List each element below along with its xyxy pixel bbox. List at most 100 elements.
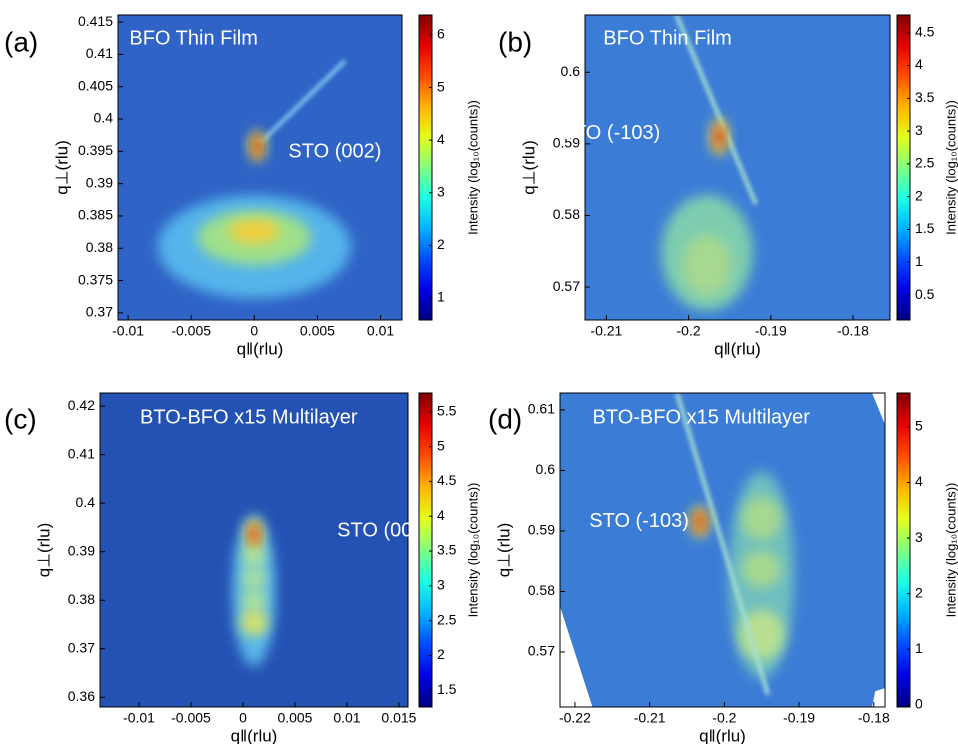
- intensity-blob: [241, 587, 267, 613]
- colorbar: [896, 392, 911, 708]
- y-tick-label: 0.36: [68, 688, 95, 704]
- colorbar-tick-label: 2.5: [915, 155, 935, 171]
- plot-frame: [117, 14, 403, 321]
- plot-frame: [559, 392, 886, 708]
- x-tick-label: -0.18: [837, 323, 869, 339]
- y-tick-label: 0.41: [68, 445, 95, 461]
- y-tick-label: 0.59: [528, 522, 555, 538]
- colorbar-tick-label: 2: [915, 187, 923, 203]
- colorbar-label: Intensity (log₁₀(counts)): [943, 483, 958, 618]
- y-axis-label: q⊥(rlu): [494, 523, 513, 577]
- x-tick-label: -0.21: [634, 710, 666, 726]
- intensity-blob: [241, 565, 267, 591]
- y-tick-label: 0.4: [94, 110, 114, 126]
- y-tick-label: 0.415: [78, 13, 113, 29]
- intensity-streak: [674, 15, 758, 205]
- colorbar-tick-label: 1: [437, 289, 445, 305]
- x-axis-label: q‖(rlu): [237, 339, 284, 358]
- heatmap: [100, 393, 408, 707]
- x-tick-label: 0: [239, 710, 247, 726]
- y-tick-label: 0.61: [528, 401, 555, 417]
- x-tick-label: -0.005: [171, 323, 211, 339]
- heatmap: [560, 393, 885, 707]
- colorbar-tick-label: 1.5: [437, 681, 457, 697]
- colorbar-tick-label: 3: [437, 577, 445, 593]
- colorbar-tick-label: 2: [915, 584, 923, 600]
- y-tick-label: 0.37: [68, 639, 95, 655]
- colorbar-tick-label: 5.5: [437, 403, 457, 419]
- unmeasured-region: [872, 393, 885, 425]
- colorbar: [418, 392, 433, 708]
- y-tick-label: 0.4: [76, 494, 96, 510]
- x-tick-label: -0.21: [590, 323, 622, 339]
- colorbar-tick-label: 3.5: [437, 542, 457, 558]
- intensity-blob: [249, 526, 259, 543]
- x-tick-label: -0.2: [677, 323, 701, 339]
- colorbar-label: Intensity (log₁₀(counts)): [465, 100, 480, 235]
- x-tick-label: -0.19: [783, 710, 815, 726]
- colorbar-tick-label: 3: [915, 122, 923, 138]
- colorbar-tick-label: 4: [437, 131, 445, 147]
- unmeasured-region: [872, 688, 885, 707]
- x-tick-label: 0.01: [333, 710, 360, 726]
- colorbar-tick-label: 1: [915, 253, 923, 269]
- intensity-blob: [682, 234, 732, 296]
- colorbar-tick-label: 3: [437, 183, 445, 199]
- x-tick-label: -0.22: [559, 710, 591, 726]
- panel-label: (d): [488, 403, 522, 434]
- colorbar-label: Intensity (log₁₀(counts)): [943, 100, 958, 235]
- x-tick-label: -0.18: [858, 710, 890, 726]
- panel-title: BTO-BFO x15 Multilayer: [140, 406, 358, 428]
- y-axis-label: q⊥(rlu): [34, 523, 53, 577]
- x-tick-label: -0.19: [755, 323, 787, 339]
- panel-title: BFO Thin Film: [129, 28, 258, 50]
- colorbar-tick-label: 5: [437, 437, 445, 453]
- y-tick-label: 0.6: [561, 63, 581, 79]
- y-tick-label: 0.385: [78, 207, 113, 223]
- colorbar-tick-label: 1.5: [915, 220, 935, 236]
- panel-title: BTO-BFO x15 Multilayer: [593, 406, 811, 428]
- x-tick-label: 0: [250, 323, 258, 339]
- colorbar: [896, 14, 911, 321]
- colorbar-tick-label: 0: [915, 695, 923, 711]
- y-axis-label: q⊥(rlu): [52, 140, 71, 194]
- intensity-blob: [738, 609, 785, 660]
- colorbar-tick-label: 2.5: [437, 611, 457, 627]
- y-tick-label: 0.38: [86, 239, 113, 255]
- y-tick-label: 0.57: [528, 643, 555, 659]
- panel-title: BFO Thin Film: [603, 28, 732, 50]
- panel: -0.01 -0.005 0 0.005 0.01 0.37 0.375 0.38 0.385 0…: [4, 13, 480, 359]
- peak-annotation: STO (-103): [589, 510, 689, 532]
- peak-annotation: STO (002): [288, 141, 381, 163]
- x-axis-label: q‖(rlu): [699, 726, 746, 744]
- intensity-streak: [258, 59, 347, 145]
- y-tick-label: 0.395: [78, 142, 113, 158]
- panel: -0.21 -0.2 -0.19 -0.18 0.57 0.58 0.59 0.6 q‖(rlu…: [498, 14, 958, 358]
- colorbar-tick-label: 2: [437, 236, 445, 252]
- peak-annotation: STO (002): [337, 519, 430, 541]
- intensity-blob: [241, 543, 267, 569]
- intensity-blob: [694, 513, 705, 530]
- panel-label: (c): [4, 403, 37, 434]
- plot-frame: [99, 392, 409, 708]
- x-tick-label: 0.015: [381, 710, 416, 726]
- x-tick-label: -0.01: [123, 710, 155, 726]
- y-tick-label: 0.38: [68, 591, 95, 607]
- x-tick-label: -0.01: [112, 323, 144, 339]
- y-tick-label: 0.59: [553, 135, 580, 151]
- x-tick-label: 0.01: [367, 323, 394, 339]
- panel-label: (b): [498, 26, 532, 57]
- y-tick-label: 0.39: [86, 174, 113, 190]
- y-tick-label: 0.42: [68, 397, 95, 413]
- plot-frame: [584, 14, 891, 321]
- colorbar-label: Intensity (log₁₀(counts)): [465, 483, 480, 618]
- x-tick-label: 0.005: [277, 710, 312, 726]
- panel-label: (a): [4, 26, 38, 57]
- y-tick-label: 0.37: [86, 304, 113, 320]
- x-tick-label: -0.2: [712, 710, 736, 726]
- y-tick-label: 0.405: [78, 77, 113, 93]
- colorbar-tick-label: 6: [437, 26, 445, 42]
- y-tick-label: 0.57: [553, 278, 580, 294]
- colorbar-tick-label: 3: [915, 529, 923, 545]
- x-axis-label: q‖(rlu): [231, 726, 278, 744]
